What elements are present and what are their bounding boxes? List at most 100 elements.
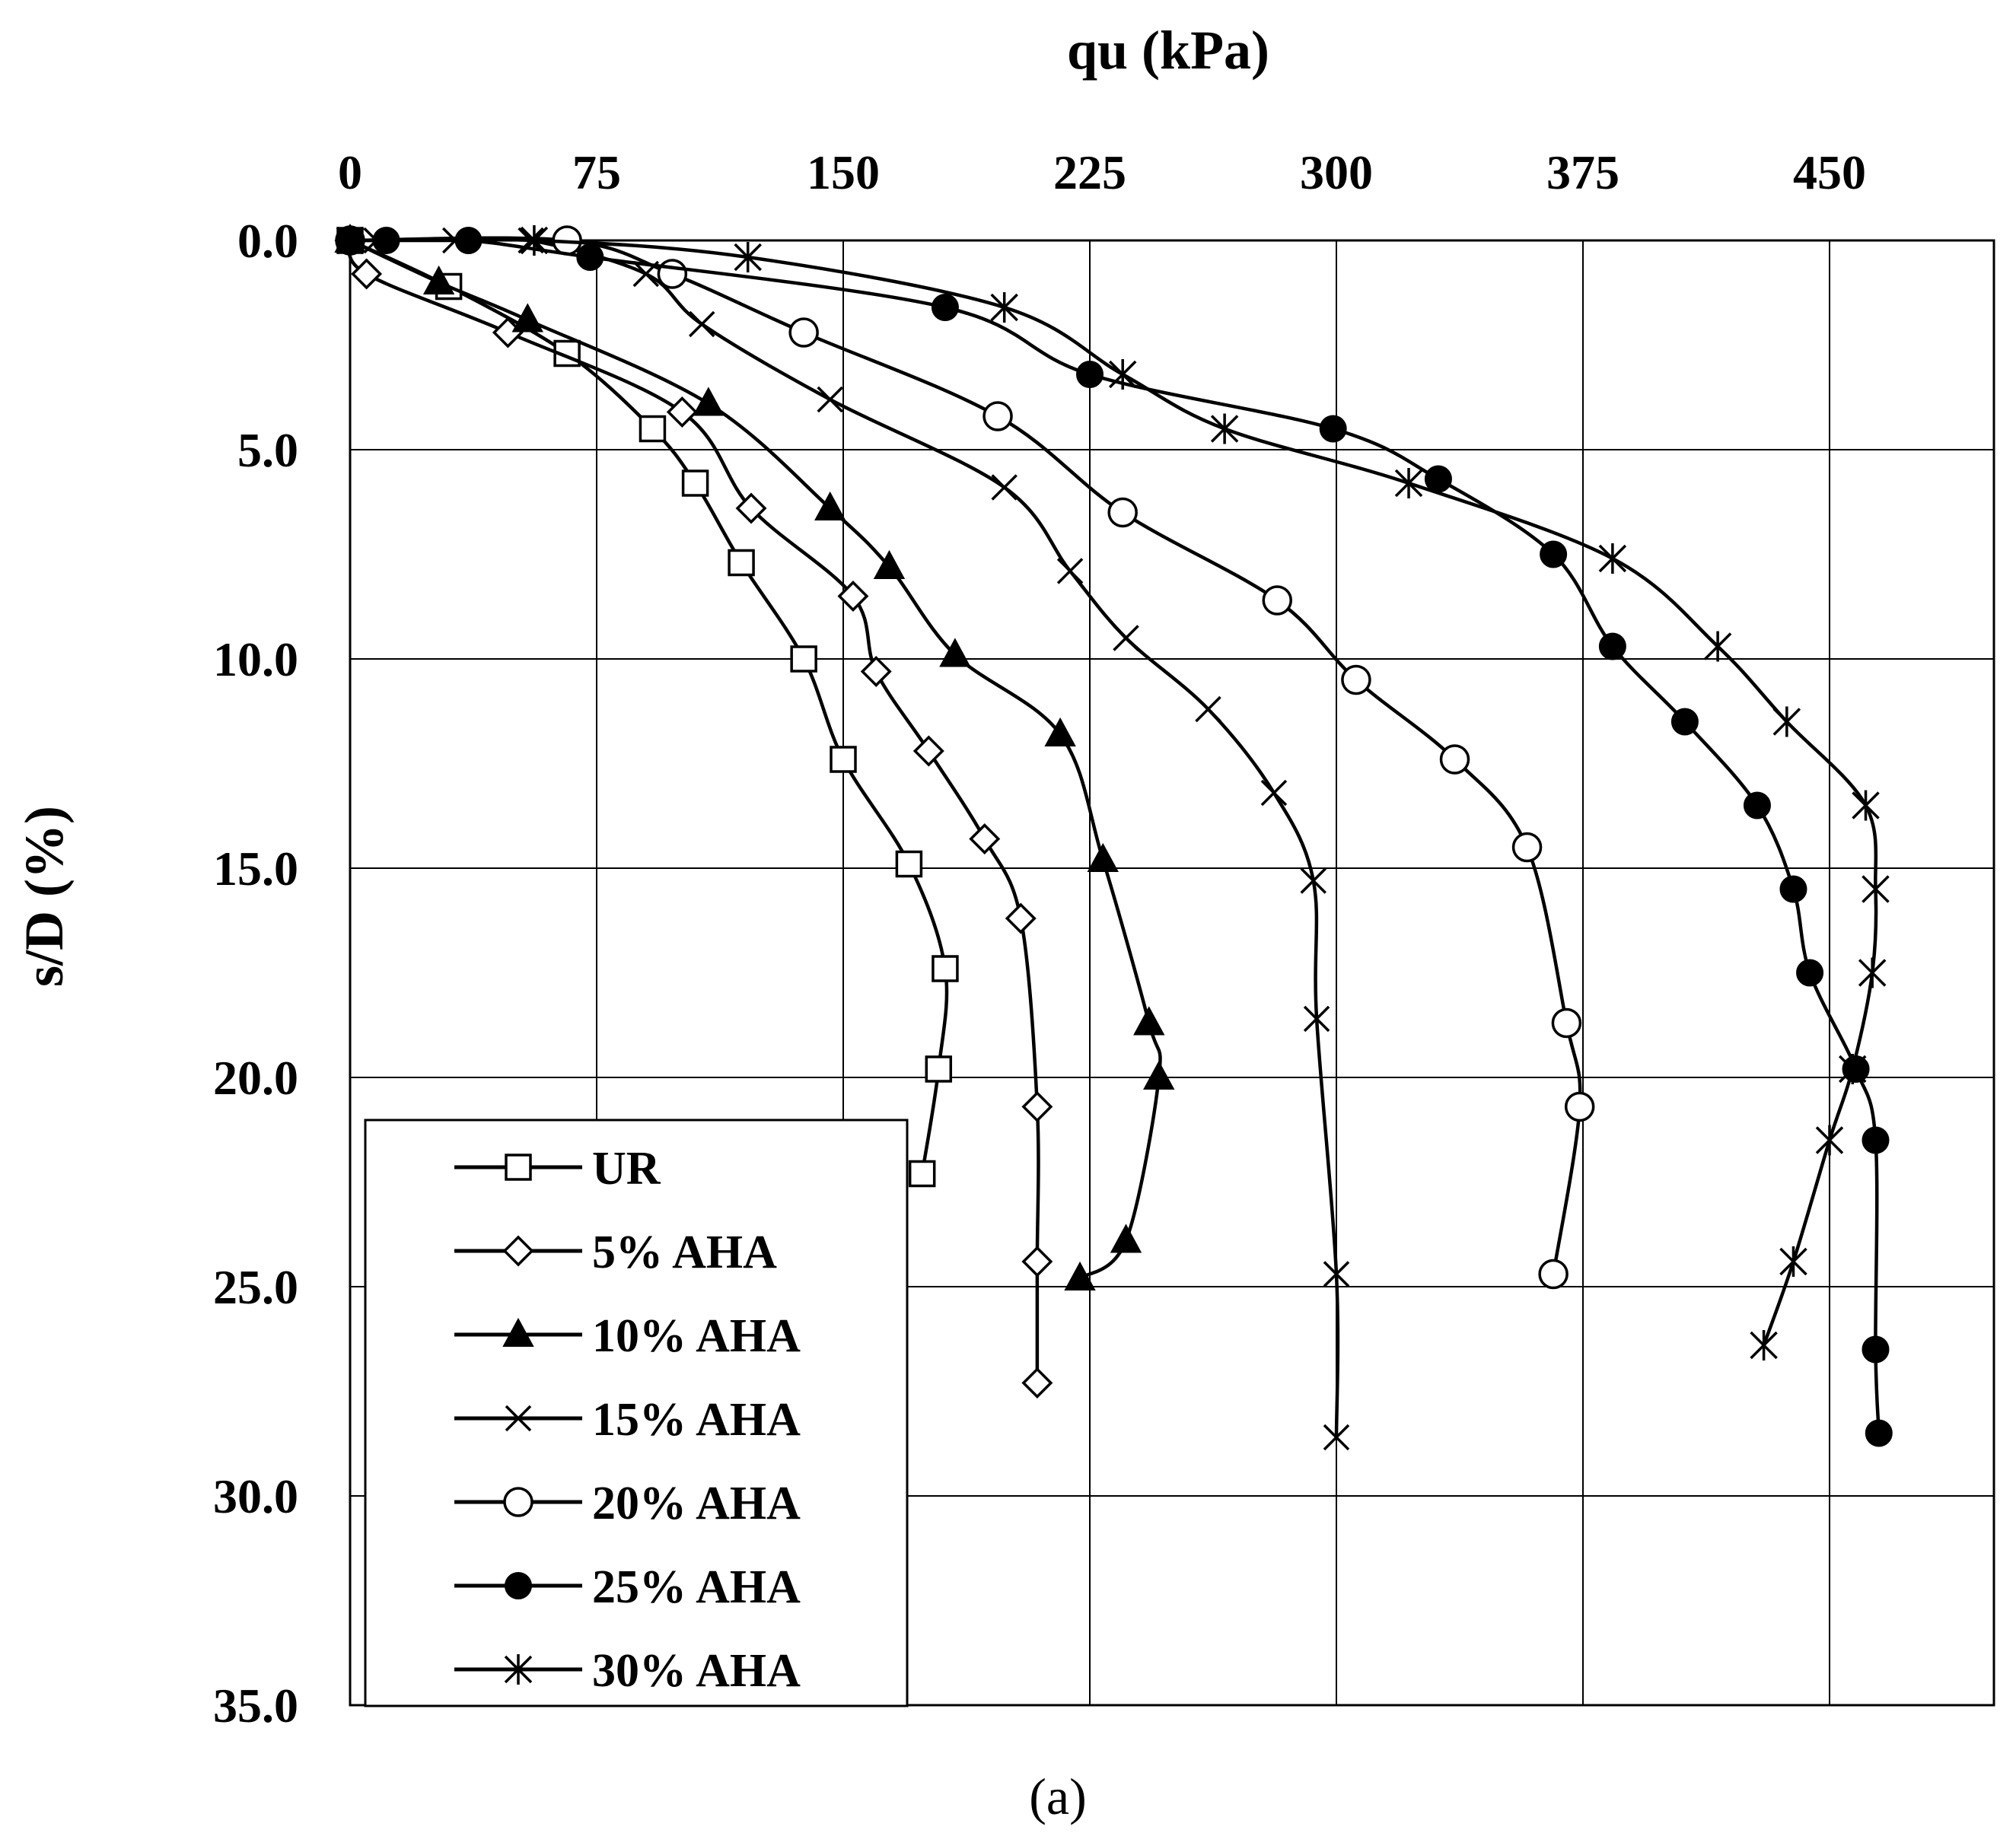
legend-marker (502, 1235, 534, 1267)
data-point (1107, 497, 1138, 528)
data-point (1195, 695, 1221, 723)
data-point (1796, 959, 1824, 987)
data-point (873, 549, 906, 579)
data-point (1862, 1335, 1890, 1364)
data-point (983, 401, 1013, 431)
data-point (860, 656, 892, 687)
data-point (817, 386, 843, 413)
legend-item: 10% AHA (454, 1310, 801, 1362)
y-tick-label: 25.0 (213, 1260, 298, 1314)
y-tick-labels: 0.0 5.0 10.0 15.0 20.0 25.0 30.0 35.0 (213, 214, 298, 1733)
data-point (931, 294, 959, 321)
figure-caption: (a) (1029, 1768, 1086, 1825)
y-tick-label: 30.0 (213, 1469, 298, 1523)
legend-item: 15% AHA (454, 1394, 801, 1446)
series-layer (334, 223, 1893, 1451)
legend-marker (504, 1654, 533, 1685)
data-point (1540, 540, 1568, 568)
data-point (735, 492, 767, 524)
legend-label: 25% AHA (592, 1561, 801, 1613)
data-point (639, 415, 667, 443)
data-point (908, 1160, 936, 1188)
y-tick-label: 0.0 (237, 214, 298, 268)
data-point (511, 303, 543, 333)
legend-item: 25% AHA (454, 1561, 801, 1613)
data-point (657, 259, 688, 289)
data-point (351, 258, 383, 290)
data-point (1703, 631, 1732, 662)
data-point (1424, 465, 1452, 493)
data-point (1815, 1125, 1844, 1156)
legend-label: UR (592, 1143, 661, 1195)
data-point (790, 645, 817, 673)
x-tick-label: 150 (807, 145, 880, 199)
data-point (1511, 832, 1543, 863)
legend-item: 30% AHA (454, 1645, 801, 1697)
data-point (969, 823, 1001, 854)
data-point (1076, 361, 1104, 388)
data-point (1394, 468, 1423, 498)
y-tick-label: 10.0 (213, 632, 298, 686)
data-point (830, 746, 857, 773)
data-point (895, 850, 923, 878)
data-point (814, 491, 846, 520)
data-point (1772, 706, 1801, 737)
y-tick-label: 5.0 (237, 423, 298, 477)
data-point (681, 469, 709, 497)
data-point (1852, 790, 1880, 821)
legend-box (364, 1119, 909, 1707)
legend-label: 20% AHA (592, 1478, 801, 1529)
data-point (788, 317, 819, 348)
data-point (728, 549, 755, 577)
legend-marker (505, 1154, 532, 1181)
legend: UR 5% AHA 10% AHA 15% AHA 20% AHA 25% AHA 30% … (364, 1119, 909, 1707)
legend-marker (503, 1487, 533, 1517)
data-point (932, 955, 959, 982)
data-point (912, 735, 944, 767)
x-tick-label: 450 (1793, 145, 1866, 199)
data-point (1439, 744, 1470, 775)
data-point (1300, 867, 1326, 894)
data-point (1551, 1007, 1582, 1039)
data-point (1021, 1367, 1053, 1399)
data-point (991, 474, 1018, 501)
legend-marker (505, 1405, 532, 1432)
data-point (1779, 1246, 1807, 1277)
data-point (1598, 543, 1627, 574)
data-point (1598, 632, 1626, 660)
data-point (1862, 1126, 1890, 1154)
x-axis-label: qu (kPa) (1067, 20, 1269, 81)
series-0 (336, 227, 959, 1188)
data-point (1021, 1091, 1053, 1122)
data-point (837, 581, 869, 612)
data-point (1839, 1054, 1867, 1084)
data-point (1743, 791, 1771, 819)
x-tick-label: 0 (338, 145, 362, 199)
data-point (1005, 902, 1037, 934)
legend-label: 5% AHA (592, 1227, 777, 1278)
data-point (1538, 1259, 1569, 1290)
data-point (1858, 957, 1887, 988)
data-point (1303, 1005, 1330, 1033)
data-point (1341, 664, 1371, 695)
data-point (1260, 779, 1288, 807)
data-point (1319, 415, 1347, 443)
data-point (1210, 413, 1239, 444)
data-point (1110, 1224, 1142, 1253)
data-point (520, 225, 549, 256)
data-point (1056, 558, 1084, 584)
data-point (1044, 717, 1076, 746)
data-point (1262, 585, 1292, 616)
legend-marker (502, 1317, 534, 1347)
data-point (1862, 874, 1890, 905)
data-point (925, 1055, 953, 1083)
y-tick-label: 20.0 (213, 1051, 298, 1105)
x-tick-label: 375 (1546, 145, 1619, 199)
data-point (1323, 1261, 1350, 1287)
y-axis-label: s/D (%) (14, 806, 75, 987)
data-point (422, 265, 455, 294)
data-point (1143, 1060, 1175, 1090)
data-point (1108, 359, 1137, 390)
data-point (666, 396, 698, 428)
